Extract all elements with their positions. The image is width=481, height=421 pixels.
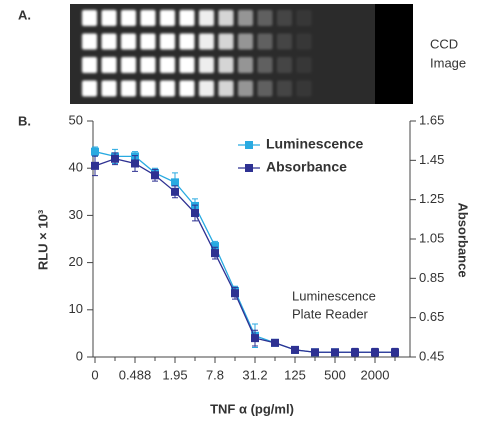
marker: [251, 334, 259, 342]
x-tick-label: 500: [324, 367, 346, 382]
legend-label: Luminescence: [266, 136, 363, 152]
ccd-caption: Image: [430, 55, 466, 70]
y2-tick-label: 0.85: [419, 270, 444, 285]
marker: [391, 348, 399, 356]
y2-tick-label: 0.65: [419, 309, 444, 324]
x-tick-label: 7.8: [206, 367, 224, 382]
marker: [271, 339, 279, 347]
x-tick-label: 2000: [361, 367, 390, 382]
marker: [331, 348, 339, 356]
y-tick-label: 50: [69, 112, 83, 127]
marker: [371, 348, 379, 356]
x-axis-title: TNF α (pg/ml): [210, 401, 294, 416]
y2-tick-label: 1.05: [419, 230, 444, 245]
x-tick-label: 31.2: [242, 367, 267, 382]
x-tick-label: 125: [284, 367, 306, 382]
annotation: Plate Reader: [292, 306, 369, 321]
y2-tick-label: 1.45: [419, 152, 444, 167]
x-tick-label: 1.95: [162, 367, 187, 382]
marker: [291, 346, 299, 354]
marker: [131, 159, 139, 167]
y-tick-label: 30: [69, 207, 83, 222]
y-tick-label: 10: [69, 301, 83, 316]
marker: [351, 348, 359, 356]
y-axis-title: RLU × 10³: [35, 209, 50, 270]
y-tick-label: 0: [76, 348, 83, 363]
y2-tick-label: 1.25: [419, 191, 444, 206]
y2-tick-label: 0.45: [419, 348, 444, 363]
marker: [91, 162, 99, 170]
annotation: Luminescence: [292, 288, 376, 303]
marker: [151, 171, 159, 179]
marker: [231, 289, 239, 297]
y2-tick-label: 1.65: [419, 112, 444, 127]
series-line: [95, 159, 395, 353]
legend-marker: [245, 141, 253, 149]
y-tick-label: 40: [69, 160, 83, 175]
panel-label: B.: [18, 113, 31, 128]
series-line: [95, 152, 395, 353]
ccd-caption: CCD: [430, 36, 458, 51]
y-tick-label: 20: [69, 254, 83, 269]
x-tick-label: 0: [91, 367, 98, 382]
marker: [191, 209, 199, 217]
marker: [91, 148, 99, 156]
y2-axis-title: Absorbance: [456, 202, 471, 277]
marker: [311, 348, 319, 356]
marker: [111, 155, 119, 163]
panel-label: A.: [18, 7, 31, 22]
marker: [171, 188, 179, 196]
ccd-wells: [80, 8, 376, 102]
ccd-image-edge: [375, 4, 413, 104]
legend-marker: [245, 164, 253, 172]
figure: A. CCD Image B. 0 10 20 30 40 50 0.45 0.65 0.85 1.…: [0, 0, 481, 421]
marker: [211, 249, 219, 257]
legend-label: Absorbance: [266, 159, 347, 175]
x-tick-label: 0.488: [119, 367, 152, 382]
marker: [171, 178, 179, 186]
